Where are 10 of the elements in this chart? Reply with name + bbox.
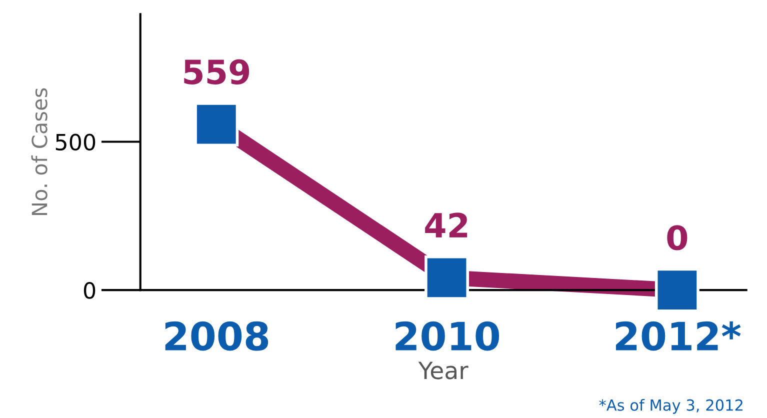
y-tick-label: 500 bbox=[56, 134, 96, 151]
x-tick-label: 2010 bbox=[396, 321, 500, 351]
data-label: 42 bbox=[425, 212, 468, 238]
x-tick-label: 2008 bbox=[165, 321, 268, 351]
data-label: 559 bbox=[184, 59, 250, 84]
text: *As of May 3, 2012 bbox=[599, 399, 742, 414]
y-axis-title: No. of Cases bbox=[31, 88, 48, 215]
data-label: 0 bbox=[667, 225, 688, 250]
x-tick-label: 2012* bbox=[616, 321, 741, 351]
x-axis-title: Year bbox=[418, 362, 468, 380]
